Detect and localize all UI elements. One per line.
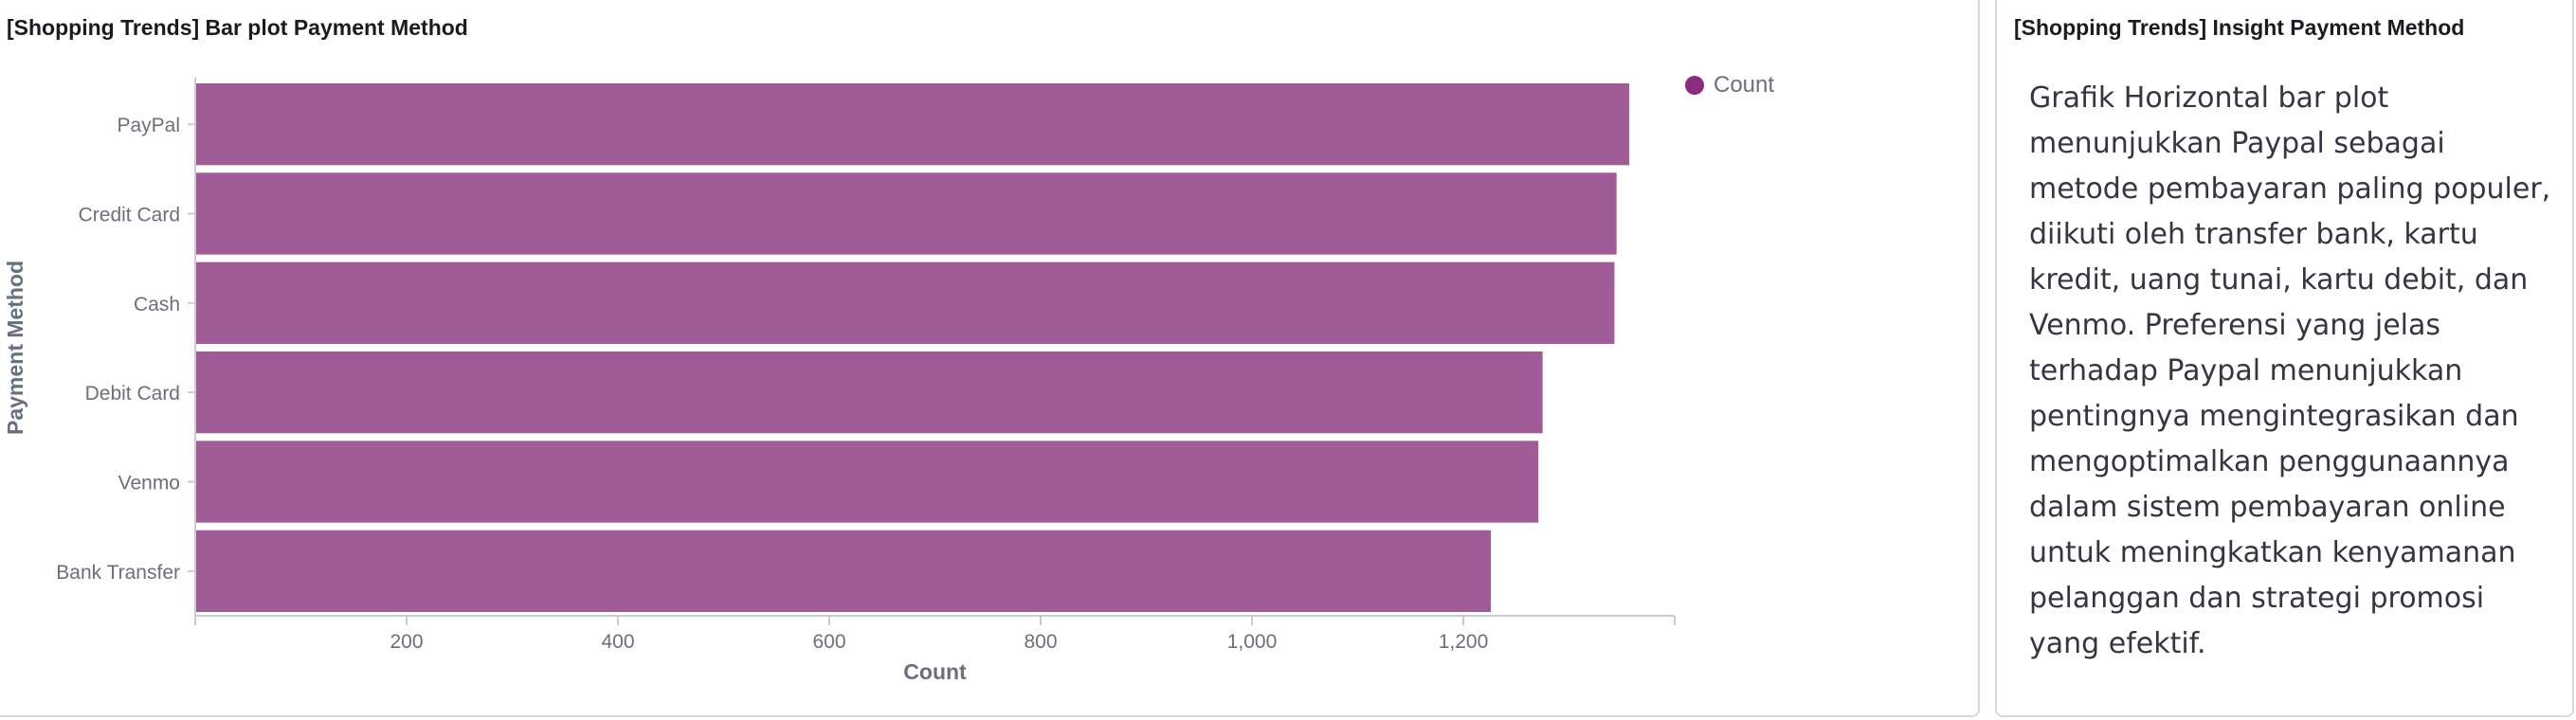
y-tick-label: Cash bbox=[134, 294, 180, 315]
bar-cash bbox=[196, 261, 1615, 344]
bar-chart: PayPal Credit Card Cash Debit Card Venmo Bank… bbox=[3, 78, 1676, 684]
bar-bank-transfer bbox=[196, 530, 1491, 612]
chart-panel-title: [Shopping Trends] Bar plot Payment Metho… bbox=[7, 15, 468, 40]
x-tick-label: 400 bbox=[601, 631, 634, 653]
insight-panel: [Shopping Trends] Insight Payment Method… bbox=[1995, 0, 2574, 717]
x-tick-label: 1,000 bbox=[1227, 631, 1278, 653]
y-tick-label: Credit Card bbox=[79, 205, 180, 226]
x-tick-label: 1,200 bbox=[1439, 631, 1489, 653]
legend-label: Count bbox=[1714, 72, 1775, 98]
bar-venmo bbox=[196, 441, 1539, 523]
bar-paypal bbox=[196, 83, 1630, 166]
x-axis-title: Count bbox=[903, 659, 967, 684]
x-tick-label: 800 bbox=[1024, 631, 1057, 653]
y-tick-label: Bank Transfer bbox=[56, 562, 180, 584]
x-tick-label: 600 bbox=[812, 631, 845, 653]
bar-chart-panel: [Shopping Trends] Bar plot Payment Metho… bbox=[0, 0, 1980, 717]
insight-text: Grafik Horizontal bar plot menunjukkan P… bbox=[2029, 81, 2551, 660]
legend-swatch bbox=[1685, 76, 1704, 95]
chart-legend[interactable]: Count bbox=[1685, 72, 1774, 99]
bar-debit-card bbox=[196, 351, 1543, 434]
x-tick-label: 200 bbox=[390, 631, 423, 653]
y-tick-label: Debit Card bbox=[85, 383, 180, 405]
y-tick-label: PayPal bbox=[117, 115, 180, 136]
y-tick-label: Venmo bbox=[118, 473, 180, 495]
y-axis-title: Payment Method bbox=[3, 261, 27, 435]
bar-credit-card bbox=[196, 172, 1617, 255]
insight-panel-title: [Shopping Trends] Insight Payment Method bbox=[2014, 15, 2465, 40]
